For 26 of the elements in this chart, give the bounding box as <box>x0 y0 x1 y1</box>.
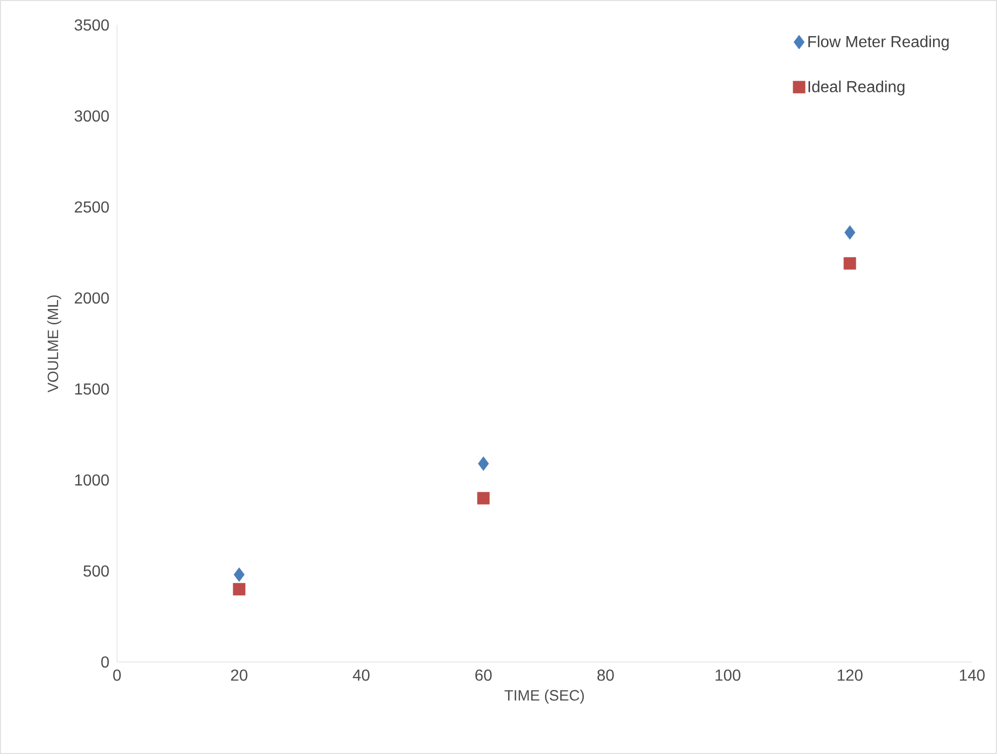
legend-label: Ideal Reading <box>808 80 904 96</box>
x-tick-label: 20 <box>231 670 248 681</box>
y-tick-label: 3000 <box>74 110 109 122</box>
y-tick-label: 1500 <box>75 383 109 395</box>
y-tick-label: 500 <box>84 565 109 577</box>
y-tick-label: 1000 <box>75 474 109 486</box>
x-tick-label: 120 <box>838 670 863 681</box>
x-tick-label: 100 <box>716 670 740 681</box>
x-tick-label: 80 <box>597 670 614 681</box>
x-tick-label: 0 <box>113 670 121 681</box>
legend-label: Flow Meter Reading <box>808 36 949 50</box>
point <box>234 567 245 582</box>
point <box>477 492 490 504</box>
point <box>478 456 489 471</box>
y-tick-label: 2500 <box>74 201 109 213</box>
x-tick-label: 60 <box>475 670 492 681</box>
y-tick-label: 2000 <box>74 292 109 304</box>
point <box>844 225 856 240</box>
x-tick-label: 40 <box>352 670 370 681</box>
point <box>232 583 246 596</box>
point <box>844 257 856 270</box>
y-axis-title: VOULME (ML) <box>47 295 62 392</box>
x-tick-label: 140 <box>960 670 985 681</box>
x-axis-title: TIME (SEC) <box>504 690 584 704</box>
y-tick-label: 0 <box>101 656 109 668</box>
y-tick-label: 3500 <box>74 19 109 31</box>
